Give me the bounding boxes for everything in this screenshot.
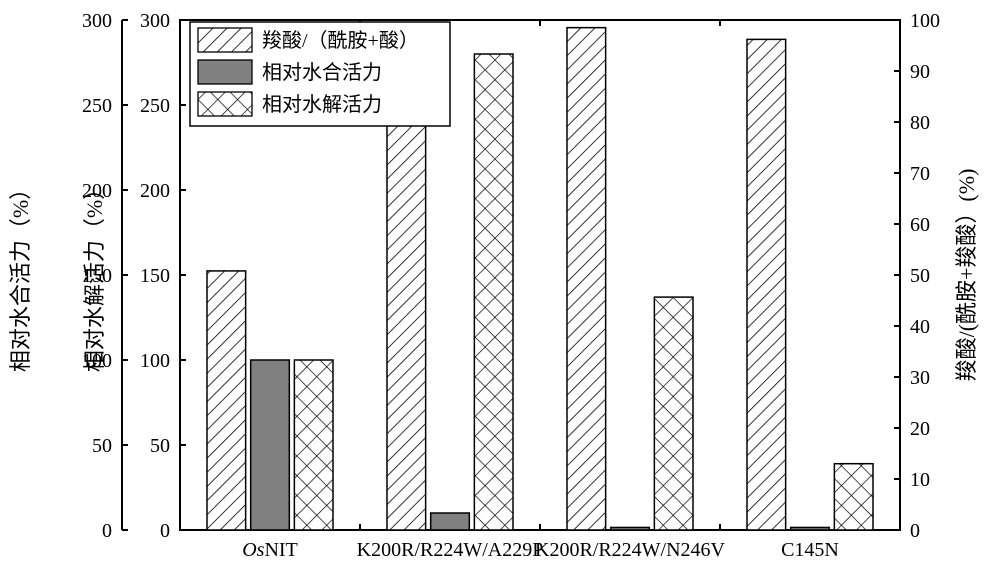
- yr-axis-label: 羧酸/(酰胺+羧酸）(%): [954, 169, 979, 382]
- bar-ratio: [747, 39, 786, 530]
- y1-axis-label: 相对水合活力（%）: [8, 178, 33, 372]
- yr-tick-label: 60: [910, 214, 930, 236]
- yr-tick-label: 30: [910, 367, 930, 389]
- bar-ratio: [567, 28, 606, 530]
- bar-chart: 0050501001001501502002002502503003000102…: [0, 0, 1000, 587]
- y2-tick-label: 300: [140, 10, 170, 32]
- yr-tick-label: 80: [910, 112, 930, 134]
- legend-label: 羧酸/（酰胺+酸）: [262, 29, 419, 52]
- legend-label: 相对水解活力: [262, 93, 382, 116]
- yr-tick-label: 20: [910, 418, 930, 440]
- bar-hydration: [431, 513, 470, 530]
- bar-hydrolysis: [294, 360, 333, 530]
- legend-label: 相对水合活力: [262, 61, 382, 84]
- category-label: OsNIT: [242, 539, 298, 561]
- bar-hydration: [611, 527, 650, 530]
- yr-tick-label: 0: [910, 520, 920, 542]
- yr-tick-label: 10: [910, 469, 930, 491]
- y2-tick-label: 100: [140, 350, 170, 372]
- category-label: K200R/R224W/N246V: [535, 539, 726, 561]
- y1-tick-label: 300: [82, 10, 112, 32]
- bar-hydrolysis: [654, 297, 693, 530]
- y2-tick-label: 200: [140, 180, 170, 202]
- legend-swatch: [198, 60, 252, 84]
- y2-tick-label: 50: [150, 435, 170, 457]
- yr-tick-label: 70: [910, 163, 930, 185]
- legend-swatch: [198, 28, 252, 52]
- category-label: C145N: [781, 539, 839, 561]
- y1-tick-label: 250: [82, 95, 112, 117]
- bar-ratio: [207, 271, 246, 530]
- chart-container: 0050501001001501502002002502503003000102…: [0, 0, 1000, 587]
- y2-axis-label: 相对水解活力（%）: [82, 178, 107, 372]
- yr-tick-label: 50: [910, 265, 930, 287]
- category-label: K200R/R224W/A229P: [357, 539, 544, 561]
- yr-tick-label: 90: [910, 61, 930, 83]
- y2-tick-label: 150: [140, 265, 170, 287]
- bar-hydrolysis: [474, 54, 513, 530]
- y1-tick-label: 50: [92, 435, 112, 457]
- y2-tick-label: 250: [140, 95, 170, 117]
- y1-tick-label: 0: [102, 520, 112, 542]
- legend-swatch: [198, 92, 252, 116]
- yr-tick-label: 100: [910, 10, 940, 32]
- bar-hydrolysis: [834, 464, 873, 530]
- y2-tick-label: 0: [160, 520, 170, 542]
- yr-tick-label: 40: [910, 316, 930, 338]
- bar-hydration: [251, 360, 290, 530]
- bar-hydration: [791, 527, 830, 530]
